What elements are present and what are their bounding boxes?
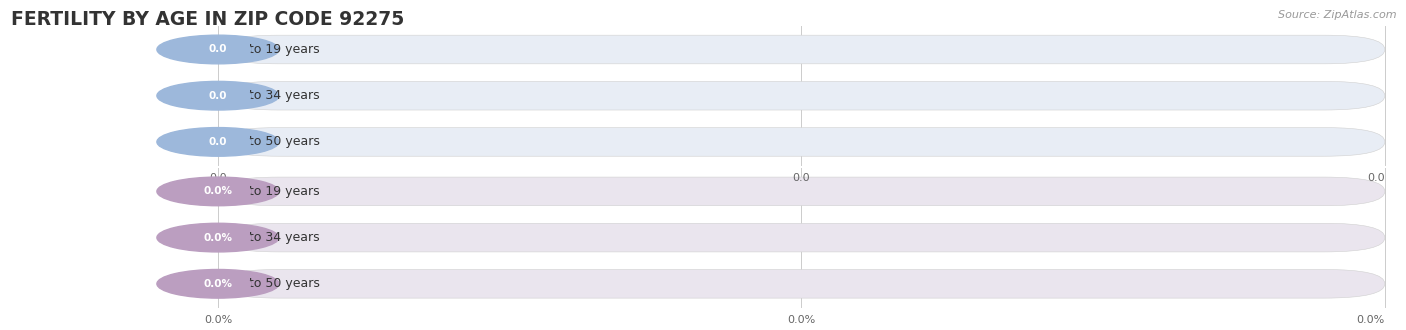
Text: 15 to 19 years: 15 to 19 years: [229, 185, 319, 198]
Circle shape: [157, 35, 278, 64]
Text: 0.0: 0.0: [1367, 173, 1385, 183]
Text: Source: ZipAtlas.com: Source: ZipAtlas.com: [1278, 10, 1396, 20]
Circle shape: [157, 177, 278, 206]
FancyBboxPatch shape: [184, 228, 252, 248]
Text: 0.0%: 0.0%: [204, 279, 232, 289]
Circle shape: [157, 223, 278, 252]
FancyBboxPatch shape: [184, 132, 252, 152]
Text: 35 to 50 years: 35 to 50 years: [229, 277, 321, 290]
FancyBboxPatch shape: [184, 182, 252, 201]
Text: 20 to 34 years: 20 to 34 years: [229, 89, 319, 102]
Text: 0.0%: 0.0%: [787, 315, 815, 325]
FancyBboxPatch shape: [184, 274, 252, 294]
FancyBboxPatch shape: [218, 82, 1385, 110]
FancyBboxPatch shape: [184, 86, 252, 106]
Text: 0.0: 0.0: [208, 137, 228, 147]
Text: 0.0: 0.0: [793, 173, 810, 183]
Text: 20 to 34 years: 20 to 34 years: [229, 231, 319, 244]
Text: 35 to 50 years: 35 to 50 years: [229, 135, 321, 148]
Text: 15 to 19 years: 15 to 19 years: [229, 43, 319, 56]
Circle shape: [157, 128, 278, 156]
FancyBboxPatch shape: [218, 177, 1385, 206]
Circle shape: [157, 270, 278, 298]
FancyBboxPatch shape: [184, 40, 252, 59]
FancyBboxPatch shape: [218, 270, 1385, 298]
Text: 0.0%: 0.0%: [204, 186, 232, 196]
Text: 0.0%: 0.0%: [204, 233, 232, 243]
Text: 0.0: 0.0: [209, 173, 226, 183]
Text: 0.0%: 0.0%: [204, 315, 232, 325]
Text: 0.0: 0.0: [208, 45, 228, 54]
Text: FERTILITY BY AGE IN ZIP CODE 92275: FERTILITY BY AGE IN ZIP CODE 92275: [11, 10, 405, 29]
Text: 0.0: 0.0: [208, 91, 228, 101]
Text: 0.0%: 0.0%: [1357, 315, 1385, 325]
FancyBboxPatch shape: [218, 223, 1385, 252]
FancyBboxPatch shape: [218, 35, 1385, 64]
FancyBboxPatch shape: [218, 128, 1385, 156]
Circle shape: [157, 82, 278, 110]
